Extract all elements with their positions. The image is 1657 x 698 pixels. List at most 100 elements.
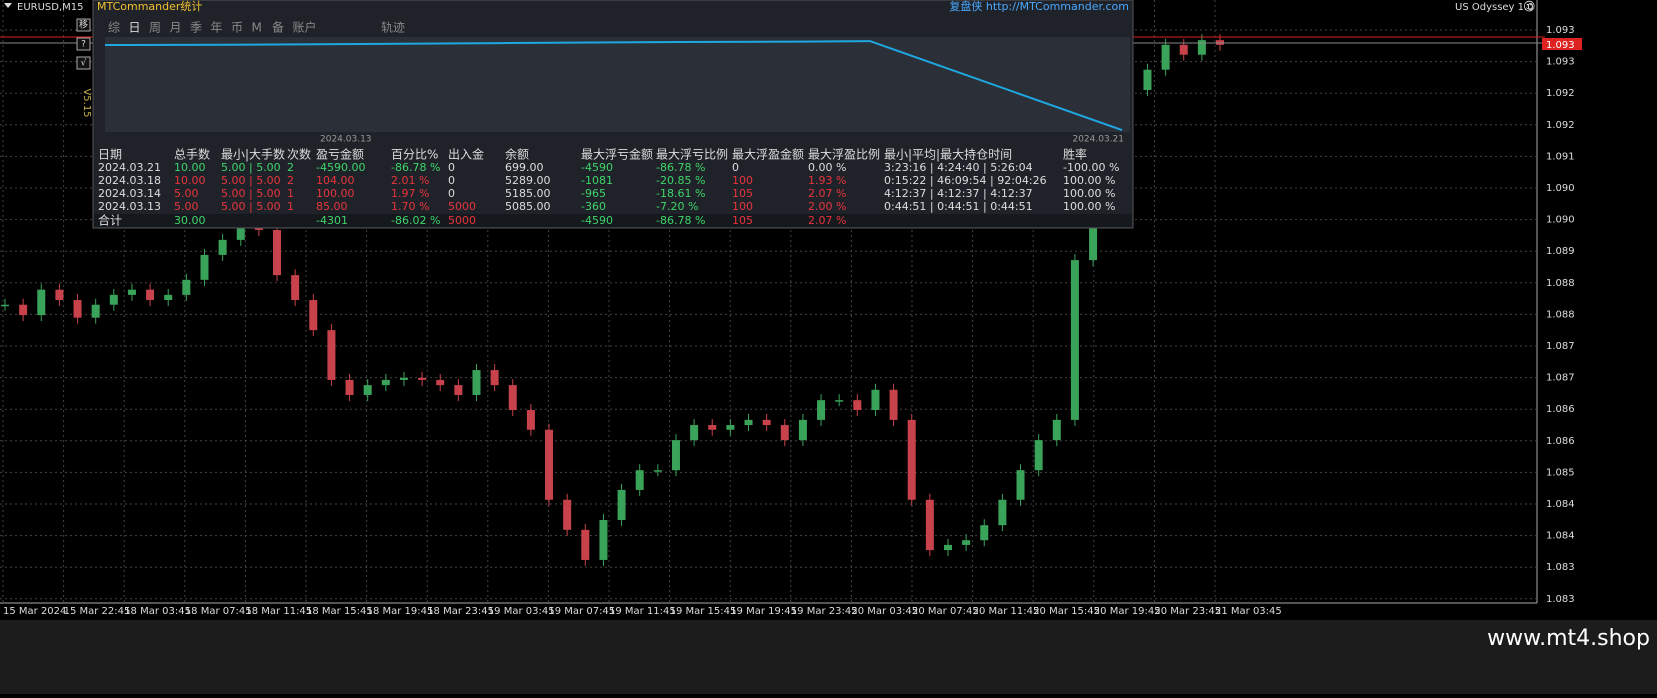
time-label: 18 Mar 03:45 xyxy=(124,606,191,617)
time-label: 18 Mar 15:45 xyxy=(306,606,373,617)
candle xyxy=(907,419,916,500)
price-label: 1.088 xyxy=(1546,309,1575,320)
candle xyxy=(146,289,155,301)
panel-content: 综日周月季年币 M 备账户2024.03.13 2024.03.21日期 总手数 最小|大… xyxy=(94,20,1132,228)
time-label: 20 Mar 07:45 xyxy=(912,606,979,617)
candle xyxy=(399,377,408,380)
candle xyxy=(472,370,481,395)
track-tab[interactable]: 轨迹 xyxy=(381,21,405,35)
candle xyxy=(164,294,173,301)
candle xyxy=(581,529,590,560)
table-cell: -20.85 % xyxy=(656,174,705,187)
side-button[interactable] xyxy=(76,37,91,51)
table-header: 盈亏金额 xyxy=(316,147,364,162)
table-header: 最大浮亏金额 xyxy=(581,147,653,162)
table-header: 最大浮亏比例 xyxy=(656,148,728,162)
table-cell: 5289.00 xyxy=(505,174,551,187)
footer-strip xyxy=(0,620,1657,694)
tab[interactable]: 年 xyxy=(211,21,223,35)
table-cell: 2024.03.14 xyxy=(98,187,161,200)
candle xyxy=(962,540,971,545)
time-label: 19 Mar 19:45 xyxy=(730,606,797,617)
time-label: 19 Mar 07:45 xyxy=(548,606,615,617)
symbol: EURUSD,M15 xyxy=(17,2,83,13)
side-button-label: ? xyxy=(81,40,86,50)
table-cell: 100.00 % xyxy=(1063,187,1115,200)
candle xyxy=(925,499,934,551)
table-cell: 100.00 % xyxy=(1063,200,1115,213)
table-cell: 0 xyxy=(448,174,455,187)
candle xyxy=(780,425,789,441)
price-label: 1.084 xyxy=(1546,499,1575,510)
tab[interactable]: 季 xyxy=(190,21,202,35)
panel-title: MTCommander统计 xyxy=(97,0,202,13)
table-header: 胜率 xyxy=(1063,147,1087,162)
candle xyxy=(1089,199,1098,261)
equity-plot xyxy=(105,37,1130,132)
candle xyxy=(726,425,735,430)
table-cell: 100 xyxy=(732,200,753,213)
tab[interactable]: 账户 xyxy=(293,20,317,35)
candle xyxy=(798,419,807,441)
table-cell: 100 xyxy=(732,174,753,187)
total-cell: -4301 xyxy=(316,214,348,227)
table-cell: 0 xyxy=(448,161,455,174)
time-label: 19 Mar 23:45 xyxy=(791,606,858,617)
tab[interactable]: 日 xyxy=(129,21,141,35)
table-cell: 0 xyxy=(448,187,455,200)
time-label: 20 Mar 19:45 xyxy=(1094,606,1161,617)
total-cell: -4590 xyxy=(581,214,613,227)
tab[interactable]: 币 xyxy=(231,21,243,35)
candle xyxy=(998,499,1007,526)
tab[interactable]: M xyxy=(252,21,262,35)
price-label: 1.091 xyxy=(1546,151,1575,162)
price-label: 1.092 xyxy=(1546,88,1575,99)
total-cell: -86.02 % xyxy=(391,214,440,227)
table-header: 最大浮盈比例 xyxy=(808,148,880,162)
brand: 复盘侠 http://MTCommander.com xyxy=(949,0,1129,13)
tab[interactable]: 备 xyxy=(272,21,284,35)
table-cell: 2 xyxy=(287,174,294,187)
candle xyxy=(200,254,209,280)
tab[interactable]: 综 xyxy=(108,21,120,35)
side-button[interactable] xyxy=(76,18,91,32)
candle xyxy=(690,425,699,441)
time-label: 21 Mar 03:45 xyxy=(1215,606,1282,617)
candle xyxy=(55,289,64,301)
dropdown-icon[interactable] xyxy=(4,3,12,8)
table-cell: -86.78 % xyxy=(656,161,705,174)
table-header: 百分比% xyxy=(391,148,438,162)
candle xyxy=(708,425,717,430)
table-cell: 1 xyxy=(287,187,294,200)
price-box-label: 1.093 xyxy=(1546,40,1575,51)
total-cell: 30.00 xyxy=(174,214,206,227)
table-cell: 105 xyxy=(732,187,753,200)
table-cell: 0 xyxy=(732,161,739,174)
price-label: 1.089 xyxy=(1546,246,1575,257)
candle xyxy=(1,304,9,307)
table-cell: 5085.00 xyxy=(505,200,551,213)
tab[interactable]: 周 xyxy=(149,21,161,35)
side-button[interactable] xyxy=(76,56,91,70)
candle xyxy=(835,400,844,402)
time-label: 20 Mar 11:45 xyxy=(973,606,1040,617)
price-label: 1.087 xyxy=(1546,373,1575,384)
candle xyxy=(762,419,771,426)
price-label: 1.086 xyxy=(1546,436,1575,447)
candle xyxy=(291,275,300,301)
tab[interactable]: 月 xyxy=(170,21,182,35)
candle xyxy=(73,300,82,318)
table-cell: 100.00 % xyxy=(1063,174,1115,187)
total-cell: 5000 xyxy=(448,214,476,227)
candle xyxy=(617,489,626,520)
table-cell: 10.00 xyxy=(174,161,206,174)
price-label: 1.092 xyxy=(1546,120,1575,131)
table-cell: 2024.03.21 xyxy=(98,161,161,174)
candle xyxy=(182,279,191,295)
table-cell: 2.00 % xyxy=(808,200,846,213)
table-cell: 5185.00 xyxy=(505,187,551,200)
table-cell: 699.00 xyxy=(505,161,544,174)
side-button-label: √ xyxy=(81,58,87,69)
